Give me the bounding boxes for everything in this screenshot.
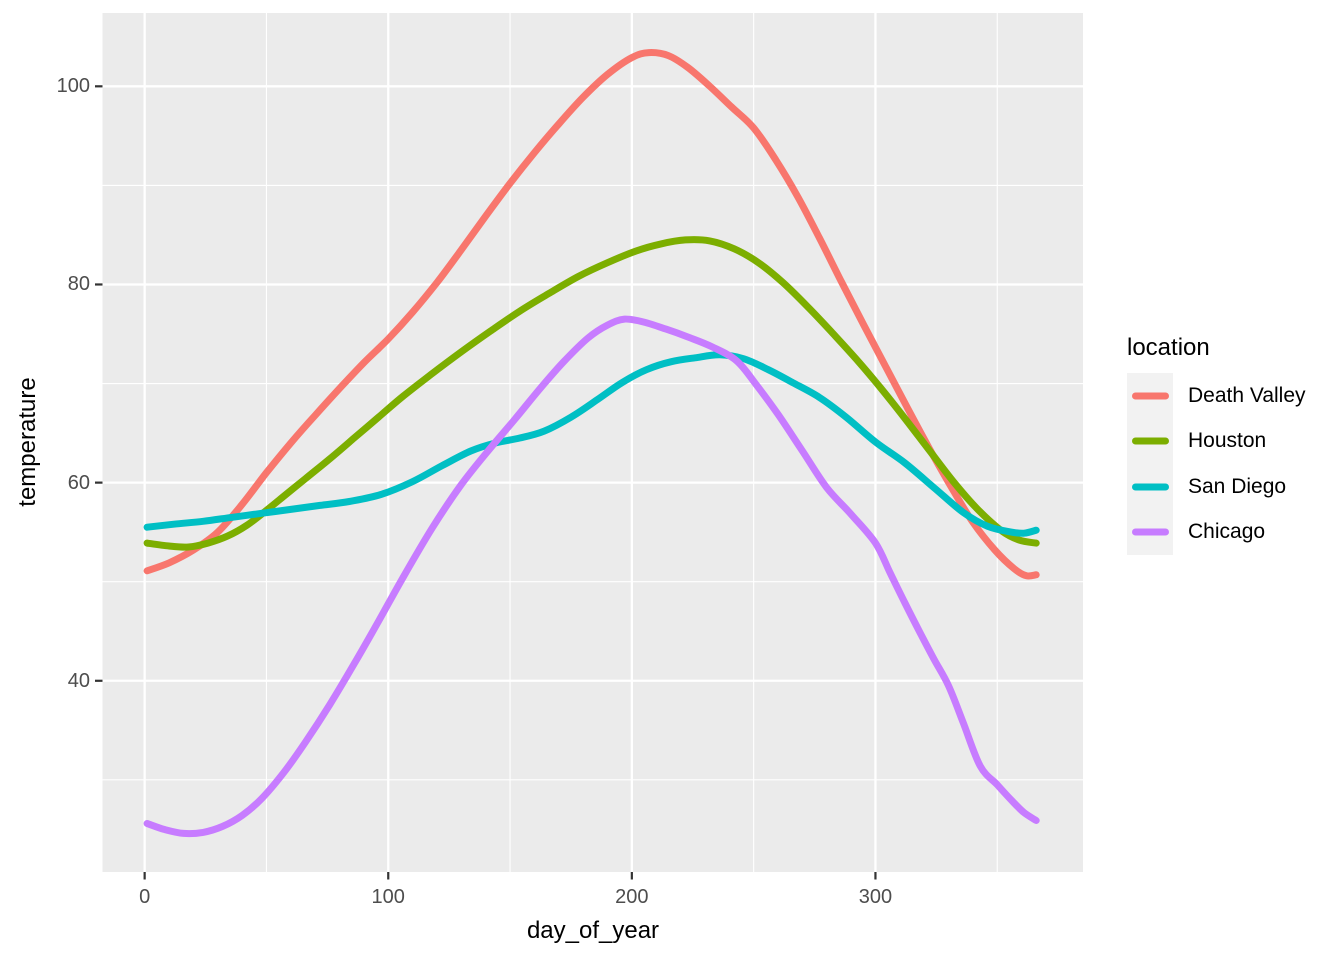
legend-item-label: Houston (1188, 429, 1267, 453)
legend-item-label: Death Valley (1188, 383, 1306, 407)
x-tick-label: 100 (371, 886, 405, 908)
legend-key (1127, 464, 1173, 510)
legend-key (1127, 373, 1173, 419)
legend-item-label: Chicago (1188, 520, 1266, 544)
legend-items: Death Valley Houston San Diego Chicago (1127, 373, 1306, 555)
legend-key (1127, 509, 1173, 555)
series-line-death-valley (143, 49, 1040, 580)
y-tick-label: 40 (67, 669, 90, 692)
y-tick-label: 80 (67, 273, 90, 296)
series-line-san-diego (143, 351, 1040, 537)
x-tick-label: 300 (858, 886, 893, 908)
legend-key (1127, 418, 1173, 464)
panel-background (102, 13, 1083, 872)
legend-key-line-chicago (1131, 528, 1169, 536)
legend-item-label: San Diego (1188, 474, 1287, 498)
y-tick-label: 100 (56, 75, 90, 98)
legend-item-death-valley: Death Valley (1127, 373, 1306, 419)
x-tick-label: 0 (139, 886, 151, 908)
legend-key-line-houston (1131, 437, 1169, 445)
series-line-chicago (143, 315, 1040, 838)
x-tick-label: 200 (615, 886, 649, 908)
legend: location Death Valley Houston San Diego Chi… (1127, 334, 1306, 555)
legend-item-chicago: Chicago (1127, 509, 1306, 555)
x-axis-title: day_of_year (526, 917, 660, 944)
legend-key-line-death-valley (1131, 392, 1169, 400)
legend-title: location (1127, 334, 1210, 361)
legend-item-houston: Houston (1127, 418, 1306, 464)
legend-item-san-diego: San Diego (1127, 464, 1306, 510)
legend-key-line-san-diego (1131, 483, 1169, 491)
y-tick-label: 60 (67, 471, 90, 494)
